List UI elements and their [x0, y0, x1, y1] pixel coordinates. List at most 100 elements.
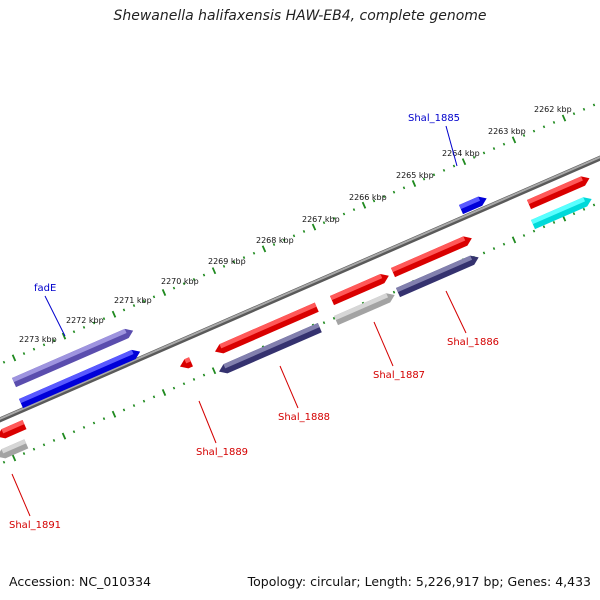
inner-tick-mark — [182, 382, 186, 386]
outer-tick-mark — [22, 352, 26, 355]
inner-tick-mark — [42, 443, 46, 447]
accession-text: Accession: NC_010334 — [9, 574, 152, 589]
gene-label-leader — [445, 125, 458, 167]
outer-tick-mark — [372, 199, 376, 203]
gene-label-leader — [44, 295, 66, 337]
outer-tick-mark — [392, 190, 396, 194]
outer-tick-mark — [261, 245, 267, 253]
outer-tick-mark — [142, 299, 146, 303]
scale-label: 2264 kbp — [442, 149, 480, 158]
inner-tick-mark — [582, 207, 586, 211]
genome-backbone — [0, 155, 600, 423]
inner-tick-mark — [61, 432, 67, 440]
outer-tick-mark — [582, 107, 586, 111]
inner-tick-mark — [11, 454, 17, 462]
gene-arrow-shal1887 — [330, 274, 389, 306]
outer-tick-mark — [411, 179, 417, 187]
inner-tick-mark — [592, 203, 596, 207]
gene-arrow-blue — [19, 349, 141, 409]
gene-label-shal1885: Shal_1885 — [408, 113, 460, 124]
label-layer: 2262 kbp 2263 kbp 2264 kbp 2265 kbp 2266 kbp… — [9, 105, 572, 531]
outer-tick-mark — [272, 243, 276, 246]
outer-tick-mark — [152, 295, 156, 299]
inner-tick-mark — [572, 212, 576, 216]
inner-tick-mark — [392, 290, 396, 294]
outer-tick-mark — [11, 354, 17, 362]
outer-tick-mark — [202, 273, 206, 277]
outer-tick-mark — [172, 286, 176, 290]
gene-label-shal1886: Shal_1886 — [447, 337, 499, 348]
gene-label-shal1891: Shal_1891 — [9, 520, 61, 531]
inner-tick-mark — [511, 236, 517, 244]
inner-tick-mark — [2, 460, 6, 464]
scale-label: 2262 kbp — [534, 105, 572, 114]
gene-label-leader — [279, 365, 299, 409]
gene-label-leader — [445, 290, 467, 334]
inner-tick-mark — [32, 447, 36, 451]
outer-tick-mark — [72, 330, 76, 334]
inner-tick-mark — [332, 316, 336, 320]
outer-tick-mark — [42, 343, 46, 347]
inner-tick-mark — [522, 234, 526, 237]
outer-tick-mark — [252, 251, 256, 255]
outer-tick-mark — [302, 230, 306, 233]
scale-label: 2272 kbp — [66, 316, 104, 325]
inner-tick-mark — [322, 321, 326, 325]
outer-tick-mark — [352, 208, 356, 212]
outer-tick-mark — [132, 304, 136, 307]
outer-tick-mark — [492, 147, 496, 151]
scale-label: 2266 kbp — [349, 193, 387, 202]
inner-tick-mark — [132, 404, 136, 407]
outer-tick-mark — [511, 136, 517, 144]
scale-label: 2273 kbp — [19, 335, 57, 344]
outer-tick-mark — [161, 289, 167, 296]
outer-tick-mark — [211, 267, 217, 275]
inner-tick-mark — [192, 377, 196, 381]
scale-label: 2271 kbp — [114, 296, 152, 305]
scale-label: 2263 kbp — [488, 127, 526, 136]
outer-tick-mark — [52, 339, 56, 342]
outer-tick-track — [2, 103, 596, 364]
inner-tick-mark — [92, 421, 96, 425]
outer-tick-mark — [61, 332, 67, 340]
scale-label: 2265 kbp — [396, 171, 434, 180]
inner-tick-mark — [161, 389, 167, 396]
genome-summary-text: Topology: circular; Length: 5,226,917 bp… — [247, 574, 591, 589]
gene-arrow-cyan — [531, 197, 592, 230]
outer-tick-mark — [442, 168, 446, 172]
outer-tick-mark — [32, 347, 36, 351]
inner-tick-mark — [122, 408, 126, 412]
outer-tick-mark — [122, 308, 126, 312]
outer-tick-mark — [522, 134, 526, 137]
gene-label-leader — [373, 321, 394, 367]
gene-arrow-shal1885 — [459, 196, 487, 215]
outer-tick-mark — [472, 155, 476, 159]
inner-tick-mark — [482, 251, 486, 255]
outer-tick-mark — [102, 317, 106, 321]
outer-tick-mark — [502, 142, 506, 146]
gene-arrow-red — [527, 176, 590, 210]
scale-label: 2268 kbp — [256, 236, 294, 245]
inner-tick-mark — [211, 367, 217, 375]
inner-tick-mark — [172, 386, 176, 390]
outer-tick-mark — [182, 282, 186, 286]
inner-tick-mark — [102, 417, 106, 421]
inner-tick-mark — [492, 247, 496, 251]
outer-tick-mark — [542, 125, 546, 129]
gene-arrow-shal1888 — [214, 302, 319, 354]
gene-arrow-navy — [218, 323, 322, 374]
outer-tick-mark — [532, 129, 536, 133]
gene-arrow-gray — [0, 439, 29, 459]
outer-tick-mark — [282, 238, 286, 242]
outer-tick-mark — [561, 114, 567, 122]
outer-tick-mark — [242, 256, 246, 260]
inner-tick-mark — [532, 229, 536, 233]
outer-tick-mark — [402, 186, 406, 190]
outer-tick-mark — [292, 234, 296, 238]
outer-tick-mark — [192, 277, 196, 281]
inner-tick-mark — [22, 452, 26, 455]
inner-tick-mark — [52, 439, 56, 442]
map-title: Shewanella halifaxensis HAW-EB4, complet… — [113, 8, 487, 24]
